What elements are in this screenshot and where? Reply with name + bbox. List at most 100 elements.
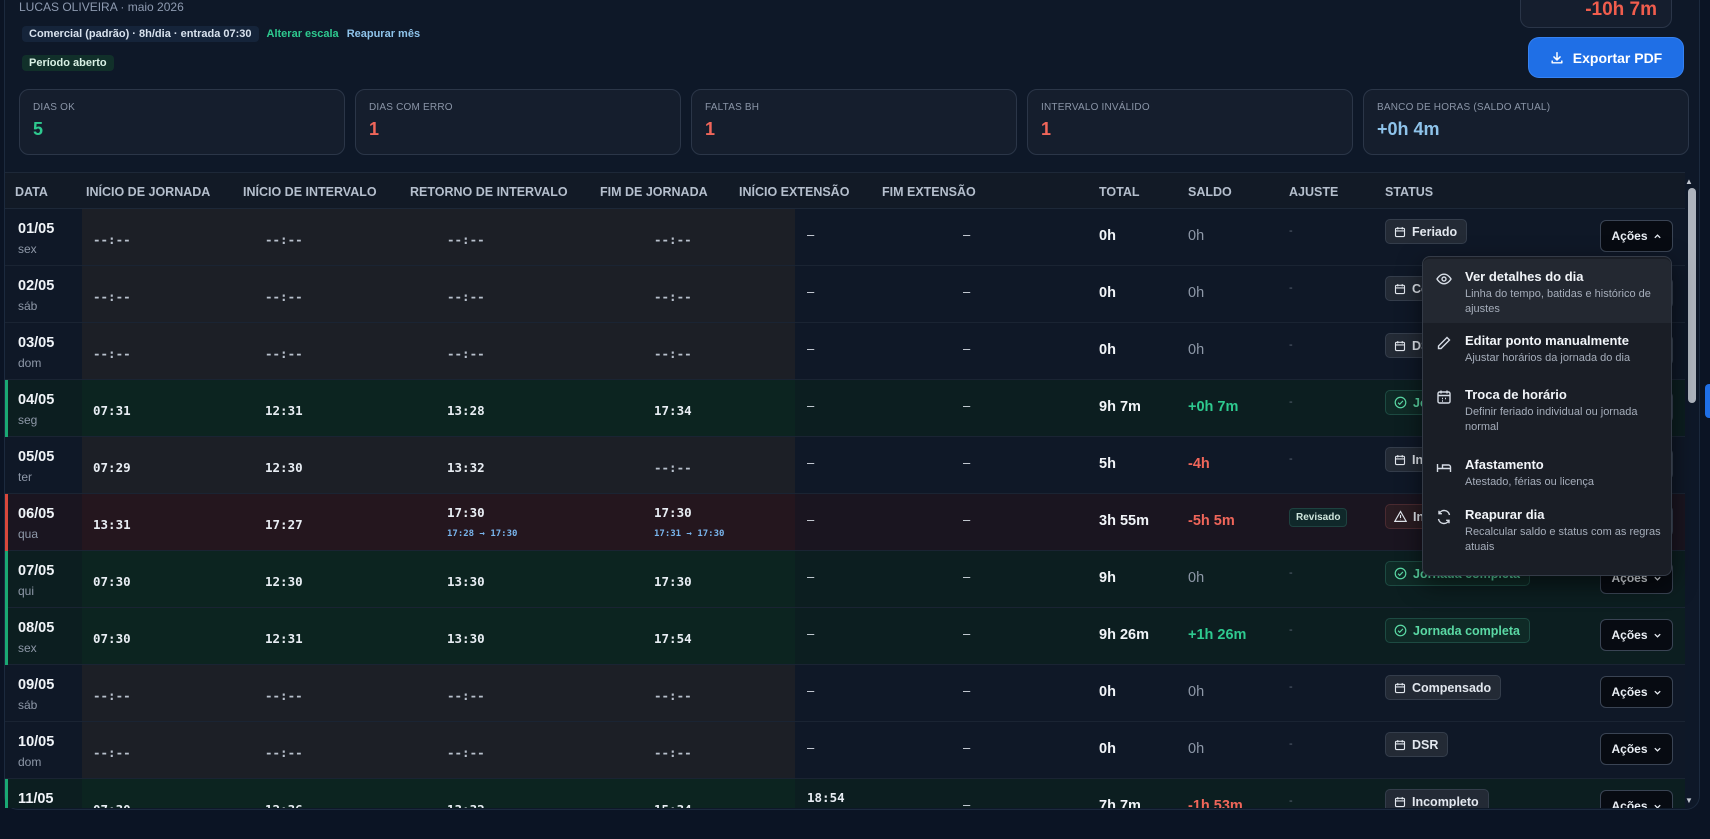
time-end[interactable]: 17:34 xyxy=(654,403,692,418)
change-schedule-link[interactable]: Alterar escala xyxy=(266,28,339,40)
recalc-month-link[interactable]: Reapurar mês xyxy=(346,28,421,40)
table-row[interactable]: 02/05sáb--:----:----:----:--––0h0h-Compe… xyxy=(5,266,1685,323)
time-break-end[interactable]: --:-- xyxy=(447,745,485,760)
column-header-ajuste[interactable]: AJUSTE xyxy=(1289,185,1339,199)
extension-end[interactable]: – xyxy=(963,740,971,755)
extension-end[interactable]: – xyxy=(963,569,971,584)
time-break-end[interactable]: 13:32 xyxy=(447,802,485,808)
column-header-in-cio-de-jornada[interactable]: INÍCIO DE JORNADA xyxy=(86,185,211,199)
menu-item-editar-ponto-manualmente[interactable]: Editar ponto manualmente Ajustar horários… xyxy=(1423,323,1671,377)
time-break-end[interactable]: --:-- xyxy=(447,289,485,304)
time-end[interactable]: 17:30 xyxy=(654,505,692,520)
menu-item-ver-detalhes-do-dia[interactable]: Ver detalhes do dia Linha do tempo, batid… xyxy=(1423,259,1671,323)
actions-button[interactable]: Ações xyxy=(1600,676,1673,708)
extension-start[interactable]: – xyxy=(807,227,815,242)
time-break-end[interactable]: --:-- xyxy=(447,346,485,361)
side-panel-tab[interactable] xyxy=(1705,384,1710,418)
time-start[interactable]: 07:31 xyxy=(93,403,131,418)
scroll-down-arrow[interactable]: ▼ xyxy=(1685,796,1693,805)
time-break-end[interactable]: 13:30 xyxy=(447,631,485,646)
menu-item-reapurar-dia[interactable]: Reapurar dia Recalcular saldo e status co… xyxy=(1423,497,1671,557)
time-start[interactable]: 13:31 xyxy=(93,517,131,532)
time-break-start[interactable]: 12:30 xyxy=(265,574,303,589)
table-row[interactable]: 10/05 dom --:-- --:-- --:-- --:-- – – 0h 0h - DSR Aç… xyxy=(5,722,1685,779)
column-header-fim-extens-o[interactable]: FIM EXTENSÃO xyxy=(882,185,976,199)
table-row[interactable]: 08/05 sex 07:30 12:31 13:30 17:54 – – 9h 26m +1h … xyxy=(5,608,1685,665)
extension-start[interactable]: – xyxy=(807,512,815,527)
extension-end[interactable]: – xyxy=(963,398,971,413)
time-start[interactable]: --:-- xyxy=(93,346,131,361)
time-end[interactable]: --:-- xyxy=(654,460,692,475)
time-break-start[interactable]: 12:30 xyxy=(265,460,303,475)
time-break-end[interactable]: 13:30 xyxy=(447,574,485,589)
extension-start[interactable]: 18:54 xyxy=(807,790,845,805)
table-row[interactable]: 09/05 sáb --:-- --:-- --:-- --:-- – – 0h 0h - Compe… xyxy=(5,665,1685,722)
column-header-total[interactable]: TOTAL xyxy=(1099,185,1140,199)
extension-start[interactable]: – xyxy=(807,626,815,641)
extension-start[interactable]: – xyxy=(807,569,815,584)
time-end[interactable]: --:-- xyxy=(654,745,692,760)
time-end[interactable]: 15:34 xyxy=(654,802,692,808)
time-break-start[interactable]: 12:31 xyxy=(265,631,303,646)
time-break-start[interactable]: --:-- xyxy=(265,232,303,247)
extension-end[interactable]: – xyxy=(963,626,971,641)
column-header-fim-de-jornada[interactable]: FIM DE JORNADA xyxy=(600,185,708,199)
column-header-in-cio-de-intervalo[interactable]: INÍCIO DE INTERVALO xyxy=(243,185,377,199)
scroll-up-arrow[interactable]: ▲ xyxy=(1685,177,1693,186)
extension-end[interactable]: – xyxy=(963,797,971,808)
extension-end[interactable]: – xyxy=(963,341,971,356)
time-start[interactable]: 07:30 xyxy=(93,802,131,808)
time-start[interactable]: --:-- xyxy=(93,232,131,247)
table-row[interactable]: 07/05qui07:3012:3013:3017:30––9h0h-Jorna… xyxy=(5,551,1685,608)
column-header-saldo[interactable]: SALDO xyxy=(1188,185,1232,199)
time-break-end[interactable]: --:-- xyxy=(447,232,485,247)
time-break-start[interactable]: 12:36 xyxy=(265,802,303,808)
time-break-start[interactable]: --:-- xyxy=(265,289,303,304)
time-start[interactable]: --:-- xyxy=(93,289,131,304)
time-break-start[interactable]: 12:31 xyxy=(265,403,303,418)
time-end[interactable]: --:-- xyxy=(654,688,692,703)
time-end[interactable]: 17:30 xyxy=(654,574,692,589)
time-start[interactable]: 07:30 xyxy=(93,574,131,589)
column-header-status[interactable]: STATUS xyxy=(1385,185,1434,199)
extension-end[interactable]: – xyxy=(963,512,971,527)
time-break-start[interactable]: 17:27 xyxy=(265,517,303,532)
time-break-start[interactable]: --:-- xyxy=(265,688,303,703)
time-break-end[interactable]: --:-- xyxy=(447,688,485,703)
extension-start[interactable]: – xyxy=(807,740,815,755)
actions-button[interactable]: Ações xyxy=(1600,619,1673,651)
column-header-in-cio-extens-o[interactable]: INÍCIO EXTENSÃO xyxy=(739,185,850,199)
actions-button[interactable]: Ações xyxy=(1600,790,1673,808)
extension-end[interactable]: – xyxy=(963,227,971,242)
time-end[interactable]: --:-- xyxy=(654,232,692,247)
time-end[interactable]: 17:54 xyxy=(654,631,692,646)
scrollbar-thumb[interactable] xyxy=(1688,188,1696,403)
actions-button[interactable]: Ações xyxy=(1600,220,1673,252)
time-end[interactable]: --:-- xyxy=(654,346,692,361)
extension-start[interactable]: – xyxy=(807,455,815,470)
table-row[interactable]: 04/05 seg 07:31 12:31 13:28 17:34 – – 9h 7m +0h 7… xyxy=(5,380,1685,437)
column-header-retorno-de-intervalo[interactable]: RETORNO DE INTERVALO xyxy=(410,185,568,199)
time-break-end[interactable]: 13:28 xyxy=(447,403,485,418)
table-row[interactable]: 01/05 sex --:-- --:-- --:-- --:-- – – 0h 0h - Feria… xyxy=(5,209,1685,266)
export-pdf-button[interactable]: Exportar PDF xyxy=(1529,38,1683,77)
column-header-data[interactable]: DATA xyxy=(15,185,48,199)
actions-button[interactable]: Ações xyxy=(1600,733,1673,765)
extension-end[interactable]: – xyxy=(963,284,971,299)
table-row[interactable]: 05/05ter07:2912:3013:32--:--––5h-4h-Inco… xyxy=(5,437,1685,494)
time-end[interactable]: --:-- xyxy=(654,289,692,304)
extension-start[interactable]: – xyxy=(807,398,815,413)
time-break-start[interactable]: --:-- xyxy=(265,745,303,760)
time-start[interactable]: --:-- xyxy=(93,745,131,760)
time-break-end[interactable]: 17:30 xyxy=(447,505,485,520)
time-break-start[interactable]: --:-- xyxy=(265,346,303,361)
menu-item-troca-de-horario[interactable]: Troca de horário Definir feriado individu… xyxy=(1423,377,1671,447)
time-start[interactable]: 07:30 xyxy=(93,631,131,646)
extension-start[interactable]: – xyxy=(807,284,815,299)
extension-end[interactable]: – xyxy=(963,683,971,698)
extension-end[interactable]: – xyxy=(963,455,971,470)
time-start[interactable]: 07:29 xyxy=(93,460,131,475)
time-start[interactable]: --:-- xyxy=(93,688,131,703)
extension-start[interactable]: – xyxy=(807,683,815,698)
